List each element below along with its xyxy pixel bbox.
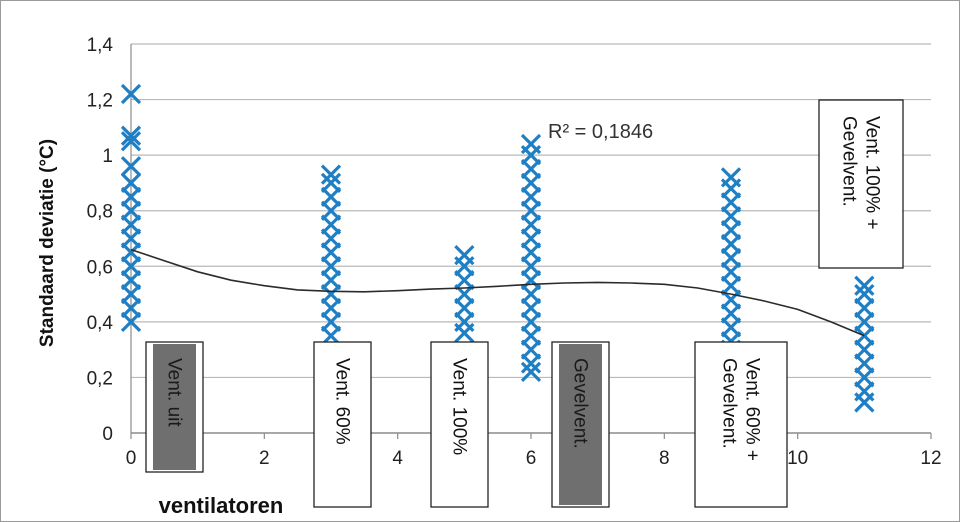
data-point (854, 392, 875, 413)
data-point (120, 311, 142, 332)
annotation-label: Vent. 100% +Gevelvent. (818, 99, 904, 269)
svg-text:Vent. 100%: Vent. 100% (449, 358, 470, 455)
x-tick-label: 10 (787, 448, 808, 469)
x-tick-label: 6 (526, 448, 537, 469)
svg-text:Gevelvent.: Gevelvent. (570, 358, 591, 449)
data-point (854, 275, 875, 296)
data-point (520, 361, 542, 383)
annotation-label: Gevelvent. (551, 341, 610, 508)
y-tick-label: 0,8 (87, 202, 113, 223)
x-tick-label: 8 (659, 448, 670, 469)
r-squared-label: R² = 0,1846 (548, 121, 653, 143)
data-point (320, 164, 342, 185)
trendline (130, 248, 865, 337)
y-tick-label: 0 (102, 424, 113, 445)
trendline-group: R² = 0,1846 (130, 121, 865, 337)
svg-text:Gevelvent.: Gevelvent. (719, 358, 740, 449)
annotation-labels: Vent. uit Vent. 60% Vent. 100% Gevelvent. Ve… (145, 99, 904, 508)
annotation-label: Vent. 60% (313, 341, 372, 508)
x-tick-label: 4 (392, 448, 403, 469)
data-point (520, 353, 542, 374)
y-tick-label: 1,4 (87, 35, 114, 56)
y-tick-label: 1 (102, 146, 113, 167)
axes: 0 0,2 0,4 0,6 0,8 1 1,2 1,4 0 2 4 6 8 10 12 (87, 35, 942, 469)
x-tick-label: 0 (126, 448, 137, 469)
data-point (120, 156, 142, 177)
svg-text:Vent. uit: Vent. uit (164, 358, 185, 427)
data-points (120, 83, 875, 413)
y-tick-label: 0,4 (87, 313, 114, 334)
data-point (120, 131, 142, 152)
data-point (120, 125, 142, 146)
svg-text:Gevelvent.: Gevelvent. (839, 116, 860, 207)
annotation-label: Vent. 100% (430, 341, 489, 508)
svg-text:Vent. 60%: Vent. 60% (332, 358, 353, 445)
x-axis-title: ventilatoren (159, 493, 284, 518)
y-tick-label: 0,2 (87, 368, 113, 389)
annotation-label: Vent. uit (145, 341, 204, 473)
x-tick-label: 12 (920, 448, 941, 469)
svg-text:Vent. 60% +: Vent. 60% + (742, 358, 763, 461)
axis-titles: ventilatoren Standaard deviatie (°C) (37, 139, 283, 518)
y-tick-label: 0,6 (87, 257, 113, 278)
x-tick-label: 2 (259, 448, 270, 469)
annotation-label: Vent. 60% +Gevelvent. (694, 341, 788, 508)
data-point (120, 83, 142, 105)
svg-text:Vent. 100% +: Vent. 100% + (862, 116, 883, 230)
y-tick-label: 1,2 (87, 91, 113, 112)
y-axis-title: Standaard deviatie (°C) (37, 139, 58, 347)
data-point (454, 322, 475, 344)
